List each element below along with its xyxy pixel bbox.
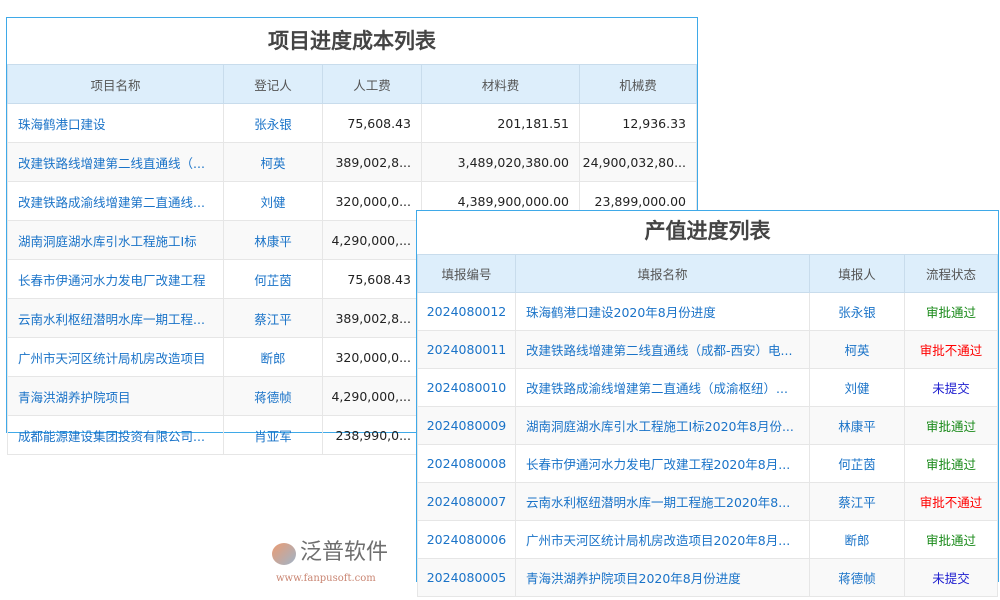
- table-cell: 238,990,0...: [322, 415, 422, 455]
- reporter-cell: 刘健: [809, 368, 905, 407]
- table-cell: 4,290,000,...: [322, 220, 422, 260]
- status-badge: 审批通过: [904, 520, 998, 559]
- column-header[interactable]: 机械费: [579, 64, 697, 104]
- cost-table-title: 项目进度成本列表: [268, 29, 436, 53]
- table-cell: 320,000,0...: [322, 181, 422, 221]
- status-badge: 审批通过: [904, 292, 998, 331]
- column-header[interactable]: 项目名称: [7, 64, 224, 104]
- table-cell: 肖亚军: [223, 415, 323, 455]
- column-header[interactable]: 登记人: [223, 64, 323, 104]
- table-cell: 3,489,020,380.00: [421, 142, 580, 182]
- table-cell: 75,608.43: [322, 103, 422, 143]
- table-cell: 断郎: [223, 337, 323, 377]
- report-name-link[interactable]: 改建铁路线增建第二线直通线（成都-西安）电...: [515, 330, 810, 369]
- reporter-cell: 林康平: [809, 406, 905, 445]
- table-cell: 何芷茵: [223, 259, 323, 299]
- table-cell: 320,000,0...: [322, 337, 422, 377]
- status-badge: 审批通过: [904, 406, 998, 445]
- project-name-link[interactable]: 青海洪湖养护院项目: [7, 376, 224, 416]
- output-table: 填报编号 填报名称 填报人 流程状态 2024080012 珠海鹤港口建设2020年8月份…: [417, 254, 998, 597]
- table-row[interactable]: 2024080007 云南水利枢纽潜明水库一期工程施工2020年8... 蔡江平 审批…: [417, 482, 998, 521]
- table-cell: 林康平: [223, 220, 323, 260]
- project-name-link[interactable]: 改建铁路线增建第二线直通线（...: [7, 142, 224, 182]
- table-cell: 389,002,8...: [322, 142, 422, 182]
- output-table-panel: 产值进度列表 填报编号 填报名称 填报人 流程状态 2024080012 珠海鹤港口建设2…: [416, 210, 999, 597]
- column-header[interactable]: 填报编号: [417, 254, 516, 293]
- table-row[interactable]: 2024080010 改建铁路成渝线增建第二直通线（成渝枢纽）... 刘健 未提交: [417, 368, 998, 407]
- table-row[interactable]: 改建铁路线增建第二线直通线（... 柯英 389,002,8... 3,489,020…: [7, 142, 697, 182]
- column-header[interactable]: 填报名称: [515, 254, 810, 293]
- table-cell: 12,936.33: [579, 103, 697, 143]
- column-header[interactable]: 人工费: [322, 64, 422, 104]
- watermark-url: www.fanpusoft.com: [276, 573, 376, 584]
- project-name-link[interactable]: 云南水利枢纽潜明水库一期工程...: [7, 298, 224, 338]
- report-id-link[interactable]: 2024080008: [417, 444, 516, 483]
- reporter-cell: 张永银: [809, 292, 905, 331]
- reporter-cell: 柯英: [809, 330, 905, 369]
- report-id-link[interactable]: 2024080009: [417, 406, 516, 445]
- report-id-link[interactable]: 2024080012: [417, 292, 516, 331]
- column-header[interactable]: 材料费: [421, 64, 580, 104]
- logo-icon: [272, 543, 296, 565]
- table-cell: 刘健: [223, 181, 323, 221]
- table-cell: 蒋德帧: [223, 376, 323, 416]
- table-cell: 24,900,032,80...: [579, 142, 697, 182]
- table-cell: 柯英: [223, 142, 323, 182]
- table-row[interactable]: 2024080008 长春市伊通河水力发电厂改建工程2020年8月... 何芷茵 审批…: [417, 444, 998, 483]
- table-row[interactable]: 珠海鹤港口建设 张永银 75,608.43 201,181.51 12,936.33: [7, 103, 697, 143]
- output-table-title: 产值进度列表: [644, 219, 771, 243]
- table-row[interactable]: 2024080009 湖南洞庭湖水库引水工程施工I标2020年8月份... 林康平审…: [417, 406, 998, 445]
- column-header[interactable]: 流程状态: [904, 254, 998, 293]
- project-name-link[interactable]: 珠海鹤港口建设: [7, 103, 224, 143]
- report-name-link[interactable]: 青海洪湖养护院项目2020年8月份进度: [515, 558, 810, 597]
- status-badge: 审批不通过: [904, 330, 998, 369]
- report-name-link[interactable]: 改建铁路成渝线增建第二直通线（成渝枢纽）...: [515, 368, 810, 407]
- reporter-cell: 何芷茵: [809, 444, 905, 483]
- status-badge: 未提交: [904, 368, 998, 407]
- table-cell: 201,181.51: [421, 103, 580, 143]
- reporter-cell: 蒋德帧: [809, 558, 905, 597]
- table-row[interactable]: 2024080012 珠海鹤港口建设2020年8月份进度 张永银 审批通过: [417, 292, 998, 331]
- status-badge: 未提交: [904, 558, 998, 597]
- watermark-logo: 泛普软件 www.fanpusoft.com: [270, 540, 405, 590]
- table-cell: 389,002,8...: [322, 298, 422, 338]
- table-cell: 张永银: [223, 103, 323, 143]
- table-row[interactable]: 2024080005 青海洪湖养护院项目2020年8月份进度 蒋德帧 未提交: [417, 558, 998, 597]
- project-name-link[interactable]: 成都能源建设集团投资有限公司...: [7, 415, 224, 455]
- table-cell: 蔡江平: [223, 298, 323, 338]
- table-row[interactable]: 2024080006 广州市天河区统计局机房改造项目2020年8月... 断郎 审批通…: [417, 520, 998, 559]
- status-badge: 审批通过: [904, 444, 998, 483]
- table-cell: 4,290,000,...: [322, 376, 422, 416]
- report-id-link[interactable]: 2024080005: [417, 558, 516, 597]
- status-badge: 审批不通过: [904, 482, 998, 521]
- project-name-link[interactable]: 长春市伊通河水力发电厂改建工程: [7, 259, 224, 299]
- report-id-link[interactable]: 2024080010: [417, 368, 516, 407]
- reporter-cell: 蔡江平: [809, 482, 905, 521]
- report-name-link[interactable]: 云南水利枢纽潜明水库一期工程施工2020年8...: [515, 482, 810, 521]
- reporter-cell: 断郎: [809, 520, 905, 559]
- report-id-link[interactable]: 2024080006: [417, 520, 516, 559]
- report-name-link[interactable]: 湖南洞庭湖水库引水工程施工I标2020年8月份...: [515, 406, 810, 445]
- watermark-name: 泛普软件: [300, 540, 389, 565]
- table-row[interactable]: 2024080011 改建铁路线增建第二线直通线（成都-西安）电... 柯英 审批不通…: [417, 330, 998, 369]
- project-name-link[interactable]: 改建铁路成渝线增建第二直通线...: [7, 181, 224, 221]
- project-name-link[interactable]: 广州市天河区统计局机房改造项目: [7, 337, 224, 377]
- report-name-link[interactable]: 长春市伊通河水力发电厂改建工程2020年8月...: [515, 444, 810, 483]
- table-cell: 75,608.43: [322, 259, 422, 299]
- report-id-link[interactable]: 2024080007: [417, 482, 516, 521]
- report-id-link[interactable]: 2024080011: [417, 330, 516, 369]
- report-name-link[interactable]: 广州市天河区统计局机房改造项目2020年8月...: [515, 520, 810, 559]
- project-name-link[interactable]: 湖南洞庭湖水库引水工程施工I标: [7, 220, 224, 260]
- report-name-link[interactable]: 珠海鹤港口建设2020年8月份进度: [515, 292, 810, 331]
- column-header[interactable]: 填报人: [809, 254, 905, 293]
